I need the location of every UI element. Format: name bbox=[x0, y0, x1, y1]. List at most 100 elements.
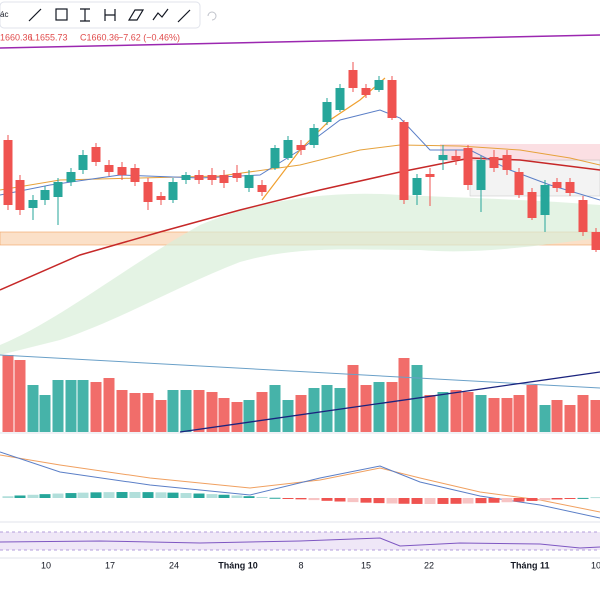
volume-bar bbox=[206, 392, 218, 432]
macd-histogram bbox=[103, 492, 115, 498]
macd-histogram bbox=[334, 498, 346, 502]
volume-bar bbox=[475, 395, 487, 432]
tool-trendline[interactable] bbox=[28, 8, 42, 22]
candle-body bbox=[283, 140, 293, 158]
volume-bar bbox=[373, 382, 385, 432]
macd-histogram bbox=[269, 497, 281, 499]
ma-long bbox=[0, 157, 600, 291]
volume-bar bbox=[551, 400, 563, 432]
macd-histogram bbox=[256, 496, 268, 498]
candle-body bbox=[40, 190, 50, 200]
candle-body bbox=[3, 140, 13, 205]
tool-measure[interactable] bbox=[104, 9, 116, 21]
drawn-line bbox=[261, 77, 386, 201]
volume-bar bbox=[501, 398, 513, 432]
volume-bar bbox=[590, 400, 600, 432]
macd-histogram bbox=[193, 493, 205, 498]
candle-body bbox=[489, 157, 499, 168]
candle-body bbox=[244, 175, 254, 188]
tool-brush[interactable] bbox=[177, 9, 191, 23]
macd-histogram bbox=[386, 498, 398, 504]
candle-body bbox=[578, 200, 588, 232]
ohlc-close: C1660.36 bbox=[80, 32, 119, 42]
macd-histogram bbox=[501, 498, 513, 503]
candle-body bbox=[66, 172, 76, 182]
volume-bar bbox=[142, 393, 154, 432]
macd-histogram bbox=[90, 492, 102, 498]
candle-body bbox=[143, 182, 153, 202]
volume-bar bbox=[513, 395, 525, 432]
tool-pattern[interactable] bbox=[127, 9, 145, 21]
macd-histogram bbox=[475, 498, 487, 504]
volume-bar bbox=[386, 382, 398, 432]
candle-body bbox=[451, 156, 461, 160]
volume-bar bbox=[129, 393, 141, 432]
volume-trend bbox=[179, 371, 600, 433]
time-axis-label: Tháng 10 bbox=[218, 560, 258, 570]
macd-histogram bbox=[539, 498, 551, 501]
macd-histogram bbox=[52, 493, 64, 498]
macd-histogram bbox=[437, 498, 449, 504]
macd-histogram bbox=[167, 492, 179, 498]
candle-body bbox=[425, 174, 435, 177]
macd-histogram bbox=[360, 498, 372, 503]
ichimoku-cloud bbox=[0, 193, 600, 355]
candle-body bbox=[28, 200, 38, 208]
macd-histogram bbox=[2, 496, 14, 498]
tool-redo[interactable] bbox=[207, 11, 217, 21]
candle-body bbox=[104, 165, 114, 172]
macd-histogram bbox=[551, 498, 563, 500]
macd-histogram bbox=[373, 498, 385, 504]
macd-histogram bbox=[282, 498, 294, 499]
macd-histogram bbox=[488, 498, 500, 503]
tool-rectangle[interactable] bbox=[55, 8, 68, 21]
volume-bar bbox=[398, 358, 410, 432]
volume-bar bbox=[90, 382, 102, 432]
macd-line bbox=[0, 451, 600, 519]
macd-histogram bbox=[27, 494, 39, 498]
candle-body bbox=[335, 88, 345, 110]
volume-bar bbox=[462, 392, 474, 432]
candle-body bbox=[156, 196, 166, 200]
volume-bar bbox=[39, 395, 51, 432]
macd-histogram bbox=[564, 498, 576, 499]
ma-mid bbox=[0, 144, 600, 191]
volume-bar bbox=[14, 360, 26, 432]
volume-bar bbox=[52, 380, 64, 432]
volume-bar bbox=[256, 392, 268, 432]
volume-bar bbox=[231, 402, 243, 432]
time-axis-label: Tháng 11 bbox=[510, 560, 549, 570]
volume-bar bbox=[193, 390, 205, 432]
macd-histogram bbox=[321, 498, 333, 501]
time-axis-label: 10 bbox=[41, 560, 51, 570]
candle-body bbox=[527, 192, 537, 218]
candle-body bbox=[117, 167, 127, 175]
candle-body bbox=[387, 80, 397, 118]
candle-body bbox=[540, 185, 550, 215]
tool-range[interactable] bbox=[80, 8, 90, 22]
volume-bar bbox=[564, 405, 576, 432]
volume-bar bbox=[577, 395, 589, 432]
volume-bar bbox=[539, 405, 551, 432]
ohlc-low: L1655.73 bbox=[30, 32, 68, 42]
macd-histogram bbox=[526, 498, 538, 501]
volume-bar bbox=[488, 398, 500, 432]
volume-bar bbox=[77, 380, 89, 432]
toolbar-cut-label: ác bbox=[0, 10, 8, 19]
macd-histogram bbox=[424, 498, 436, 504]
time-axis-label: 15 bbox=[361, 560, 371, 570]
macd-histogram bbox=[155, 492, 167, 498]
macd-histogram bbox=[142, 492, 154, 498]
volume-bar bbox=[437, 392, 449, 432]
candle-body bbox=[374, 80, 384, 90]
ohlc-change: −7.62 (−0.46%) bbox=[118, 32, 180, 42]
candle-body bbox=[348, 70, 358, 88]
macd-histogram bbox=[14, 495, 26, 498]
tool-path[interactable] bbox=[152, 8, 169, 21]
time-axis-label: 22 bbox=[424, 560, 434, 570]
candle-body bbox=[412, 178, 422, 195]
candle-body bbox=[91, 147, 101, 162]
candle-body bbox=[53, 182, 63, 197]
candle-body bbox=[257, 185, 267, 192]
